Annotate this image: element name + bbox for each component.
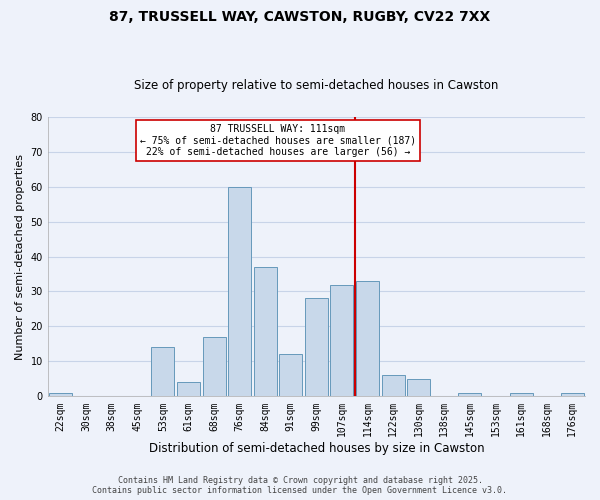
Bar [228, 186, 251, 396]
Bar [382, 376, 404, 396]
Bar [331, 284, 353, 397]
Bar [49, 393, 72, 396]
Bar [203, 337, 226, 396]
Bar [458, 393, 481, 396]
X-axis label: Distribution of semi-detached houses by size in Cawston: Distribution of semi-detached houses by … [149, 442, 484, 455]
Bar [356, 281, 379, 396]
Text: Contains HM Land Registry data © Crown copyright and database right 2025.
Contai: Contains HM Land Registry data © Crown c… [92, 476, 508, 495]
Y-axis label: Number of semi-detached properties: Number of semi-detached properties [15, 154, 25, 360]
Bar [177, 382, 200, 396]
Text: 87 TRUSSELL WAY: 111sqm
← 75% of semi-detached houses are smaller (187)
22% of s: 87 TRUSSELL WAY: 111sqm ← 75% of semi-de… [140, 124, 416, 157]
Bar [280, 354, 302, 397]
Bar [151, 348, 175, 397]
Bar [254, 267, 277, 396]
Title: Size of property relative to semi-detached houses in Cawston: Size of property relative to semi-detach… [134, 79, 499, 92]
Bar [509, 393, 533, 396]
Bar [560, 393, 584, 396]
Text: 87, TRUSSELL WAY, CAWSTON, RUGBY, CV22 7XX: 87, TRUSSELL WAY, CAWSTON, RUGBY, CV22 7… [109, 10, 491, 24]
Bar [305, 298, 328, 396]
Bar [407, 379, 430, 396]
